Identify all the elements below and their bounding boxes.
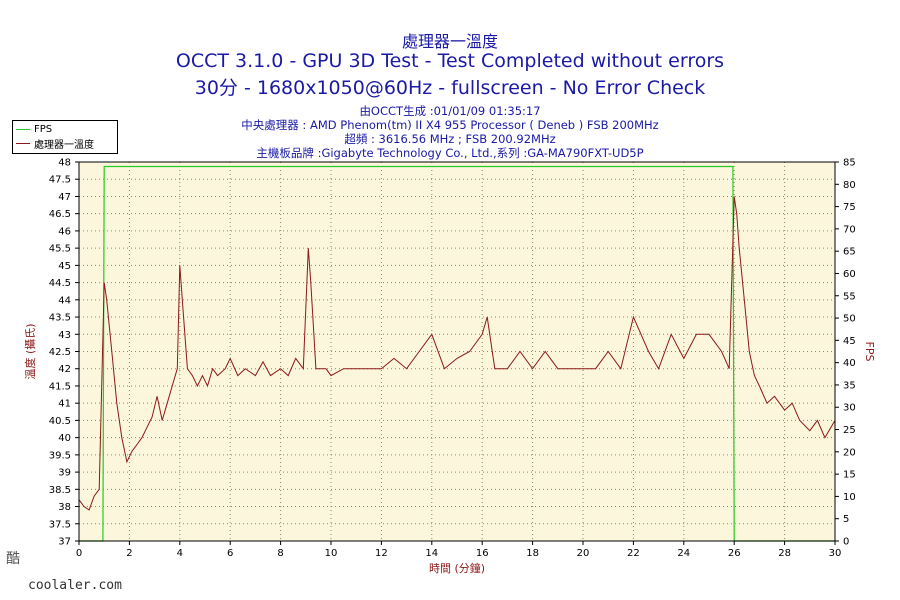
legend-label-fps: FPS [34, 124, 53, 135]
y-tick-label: 45 [58, 261, 71, 272]
legend-item-fps: FPS [16, 123, 52, 136]
x-tick-label: 12 [375, 548, 388, 559]
x-tick-label: 28 [778, 548, 791, 559]
y-tick-label: 38 [58, 502, 71, 513]
y2-axis-label: FPS [863, 342, 876, 362]
x-tick-label: 8 [277, 548, 283, 559]
y2-tick-label: 20 [843, 447, 856, 458]
x-tick-label: 24 [677, 548, 690, 559]
watermark-site: coolaler.com [28, 578, 122, 593]
y2-tick-label: 40 [843, 358, 856, 369]
y-tick-label: 48 [58, 158, 71, 169]
y-tick-label: 41 [58, 399, 71, 410]
y-tick-label: 45.5 [49, 244, 71, 255]
y2-tick-label: 45 [843, 336, 856, 347]
x-tick-label: 20 [577, 548, 590, 559]
chart-legend: FPS 處理器一溫度 [12, 120, 118, 154]
y-tick-label: 40.5 [49, 416, 71, 427]
y2-tick-label: 35 [843, 380, 856, 391]
y-axis-label: 溫度 (攝氏) [23, 323, 37, 379]
legend-swatch-fps [16, 129, 30, 130]
y-tick-label: 47.5 [49, 175, 71, 186]
x-tick-label: 22 [627, 548, 640, 559]
y-tick-label: 44.5 [49, 278, 71, 289]
x-tick-label: 4 [177, 548, 183, 559]
y-tick-label: 37.5 [49, 519, 71, 530]
chart-subtitle-line-2: 30分 - 1680x1050@60Hz - fullscreen - No E… [194, 77, 706, 99]
y-tick-label: 39 [58, 468, 71, 479]
temperature-line [78, 196, 836, 511]
plot-frame [78, 161, 836, 542]
y2-tick-label: 55 [843, 291, 856, 302]
info-cpu: 中央處理器 : AMD Phenom(tm) II X4 955 Process… [241, 118, 659, 132]
x-tick-label: 30 [829, 548, 842, 559]
x-tick-label: 0 [76, 548, 82, 559]
y-tick-label: 42.5 [49, 347, 71, 358]
y-tick-label: 44 [58, 295, 71, 306]
y2-tick-label: 60 [843, 269, 856, 280]
y-tick-label: 46.5 [49, 209, 71, 220]
x-tick-label: 6 [227, 548, 233, 559]
y-tick-label: 37 [58, 537, 71, 548]
y2-tick-label: 50 [843, 314, 856, 325]
y-tick-label: 39.5 [49, 450, 71, 461]
y-tick-label: 43 [58, 330, 71, 341]
y2-tick-label: 0 [843, 537, 849, 548]
series-temperature [78, 196, 836, 511]
x-tick-label: 14 [425, 548, 438, 559]
info-overclock: 超頻 : 3616.56 MHz ; FSB 200.92MHz [344, 132, 556, 146]
y-tick-label: 46 [58, 226, 71, 237]
y2-tick-label: 70 [843, 224, 856, 235]
y2-tick-label: 5 [843, 514, 849, 525]
y-tick-label: 43.5 [49, 313, 71, 324]
info-motherboard: 主機板品牌 :Gigabyte Technology Co., Ltd.,系列 … [256, 146, 644, 160]
x-tick-label: 2 [126, 548, 132, 559]
y2-tick-label: 85 [843, 158, 856, 169]
y2-tick-label: 65 [843, 247, 856, 258]
x-tick-label: 26 [728, 548, 741, 559]
x-axis-label: 時間 (分鐘) [429, 561, 485, 575]
y-tick-label: 41.5 [49, 381, 71, 392]
y-tick-label: 38.5 [49, 485, 71, 496]
x-tick-label: 16 [476, 548, 489, 559]
chart-title: 處理器一溫度 [401, 32, 498, 51]
axes: 0 2 4 6 8 10 12 14 16 18 20 22 24 26 28 303737.53838.53… [49, 158, 856, 560]
y2-tick-label: 30 [843, 403, 856, 414]
watermark-glyph: 酷 [6, 551, 20, 567]
legend-label-temperature: 處理器一溫度 [34, 140, 94, 151]
x-tick-label: 10 [325, 548, 338, 559]
y2-tick-label: 80 [843, 180, 856, 191]
y2-tick-label: 75 [843, 202, 856, 213]
fps-line [79, 165, 835, 542]
legend-item-temperature: 處理器一溫度 [16, 137, 94, 151]
plot-area [79, 162, 835, 541]
y2-tick-label: 25 [843, 425, 856, 436]
y-tick-label: 40 [58, 433, 71, 444]
info-generated: 由OCCT生成 :01/01/09 01:35:17 [359, 104, 541, 118]
y2-tick-label: 10 [843, 492, 856, 503]
series-fps [79, 165, 835, 542]
x-tick-label: 18 [526, 548, 539, 559]
legend-swatch-temperature [16, 143, 30, 144]
y2-tick-label: 15 [843, 470, 856, 481]
y-tick-label: 42 [58, 364, 71, 375]
chart-subtitle-line-1: OCCT 3.1.0 - GPU 3D Test - Test Complete… [175, 50, 725, 72]
y-tick-label: 47 [58, 192, 71, 203]
